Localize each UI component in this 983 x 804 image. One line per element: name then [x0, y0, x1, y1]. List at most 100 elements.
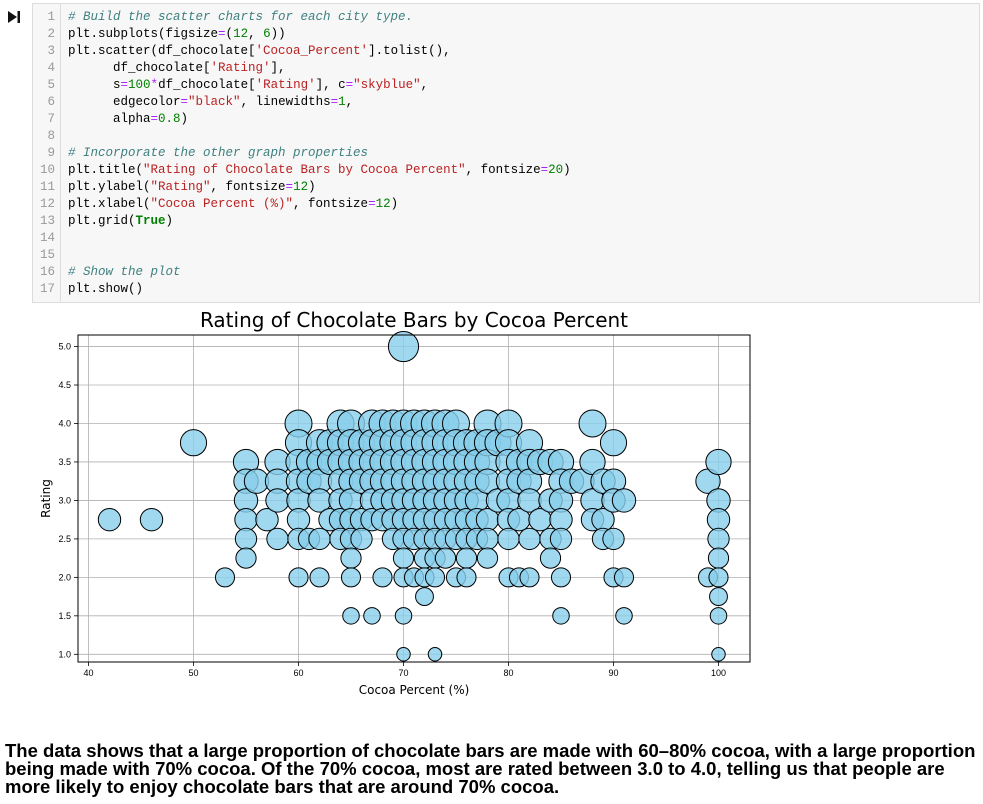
- data-point: [139, 507, 164, 532]
- code-text: plt.subplots(figsize=(12, 6)): [68, 27, 286, 41]
- code-text: # Show the plot: [68, 265, 181, 279]
- code-line: 3 plt.scatter(df_chocolate['Cocoa_Percent…: [33, 43, 979, 60]
- code-text: plt.show(): [68, 282, 144, 296]
- data-point: [179, 429, 208, 457]
- code-line: 13 plt.grid(True): [33, 213, 979, 230]
- data-point: [372, 567, 393, 588]
- code-line: 9 # Incorporate the other graph propertie…: [33, 145, 979, 162]
- y-tick-label: 2.5: [58, 534, 71, 544]
- y-tick-label: 1.5: [58, 611, 71, 621]
- x-tick-label: 60: [293, 668, 303, 678]
- data-point: [602, 527, 625, 551]
- line-number: 9: [47, 146, 55, 160]
- data-point: [578, 409, 607, 438]
- data-point: [497, 527, 520, 551]
- y-tick-label: 2.0: [58, 572, 71, 582]
- x-tick-label: 50: [188, 668, 198, 678]
- data-point: [599, 429, 628, 457]
- code-text: plt.scatter(df_chocolate['Cocoa_Percent'…: [68, 44, 451, 58]
- data-point: [476, 547, 499, 569]
- y-tick-label: 3.5: [58, 457, 71, 467]
- line-number: 15: [39, 248, 55, 262]
- data-point: [518, 527, 541, 551]
- data-point: [706, 507, 731, 532]
- x-tick-label: 70: [398, 668, 408, 678]
- data-point: [707, 527, 730, 551]
- data-point: [234, 507, 258, 532]
- code-text: edgecolor="black", linewidths=1,: [68, 95, 354, 109]
- chart-title: Rating of Chocolate Bars by Cocoa Percen…: [200, 308, 628, 332]
- data-point: [392, 547, 415, 569]
- data-point: [266, 527, 289, 551]
- data-point: [415, 587, 434, 607]
- data-point: [707, 547, 730, 569]
- data-point: [550, 567, 572, 588]
- data-point: [255, 507, 279, 532]
- code-cell[interactable]: 1 # Build the scatter charts for each cit…: [32, 3, 980, 303]
- code-text: df_chocolate['Rating'],: [68, 61, 286, 75]
- code-text: plt.ylabel("Rating", fontsize=12): [68, 180, 316, 194]
- data-point: [396, 647, 411, 662]
- data-point: [265, 488, 290, 513]
- line-number: 2: [47, 27, 55, 41]
- data-point: [708, 567, 729, 588]
- data-point: [456, 567, 477, 588]
- data-point: [552, 607, 570, 625]
- data-point: [519, 567, 540, 588]
- x-tick-label: 40: [83, 668, 93, 678]
- run-cell-icon[interactable]: [7, 10, 21, 24]
- data-point: [539, 547, 562, 569]
- code-line: 2 plt.subplots(figsize=(12, 6)): [33, 26, 979, 43]
- code-line: 5 s=100*df_chocolate['Rating'], c="skybl…: [33, 77, 979, 94]
- line-number: 5: [47, 78, 55, 92]
- line-number: 14: [39, 231, 55, 245]
- data-point: [394, 607, 413, 625]
- code-line: 15: [33, 247, 979, 264]
- data-point: [363, 607, 381, 625]
- x-axis-label: Cocoa Percent (%): [359, 683, 470, 697]
- code-text: plt.grid(True): [68, 214, 174, 228]
- line-number: 4: [47, 61, 55, 75]
- code-line: 4 df_chocolate['Rating'],: [33, 60, 979, 77]
- data-point: [340, 547, 362, 569]
- line-number: 16: [39, 265, 55, 279]
- scatter-chart: 40 50 60 70 80 90 100 1.0 1.5 2.0 2.5 3.0 3.5 4.0 4.5 5…: [39, 308, 751, 697]
- line-number: 3: [47, 44, 55, 58]
- y-tick-label: 1.0: [58, 649, 71, 659]
- code-line: 17 plt.show(): [33, 281, 979, 298]
- code-editor[interactable]: 1 # Build the scatter charts for each cit…: [33, 9, 979, 298]
- y-axis-label: Rating: [39, 479, 53, 518]
- line-number: 17: [39, 282, 55, 296]
- code-text: plt.title("Rating of Chocolate Bars by C…: [68, 163, 571, 177]
- code-line: 7 alpha=0.8): [33, 111, 979, 128]
- y-tick-label: 3.0: [58, 495, 71, 505]
- data-point: [342, 607, 360, 625]
- line-number: 11: [39, 180, 55, 194]
- data-point: [705, 448, 732, 476]
- line-number: 12: [39, 197, 55, 211]
- code-line: 8: [33, 128, 979, 145]
- data-point: [476, 527, 499, 551]
- code-line: 11 plt.ylabel("Rating", fontsize=12): [33, 179, 979, 196]
- x-tick-label: 100: [711, 668, 726, 678]
- y-tick-label: 5.0: [58, 342, 71, 352]
- data-point: [309, 567, 330, 588]
- code-text: # Build the scatter charts for each city…: [68, 10, 414, 24]
- data-point: [288, 567, 309, 588]
- data-point: [308, 527, 331, 551]
- data-point: [427, 647, 443, 662]
- data-point: [286, 507, 311, 532]
- data-point: [97, 507, 122, 532]
- x-tick-label: 80: [503, 668, 513, 678]
- data-point: [711, 647, 726, 662]
- line-number: 8: [47, 129, 55, 143]
- code-line: 12 plt.xlabel("Cocoa Percent (%)", fontsi…: [33, 196, 979, 213]
- code-line: 6 edgecolor="black", linewidths=1,: [33, 94, 979, 111]
- line-number: 7: [47, 112, 55, 126]
- data-point: [350, 527, 373, 551]
- data-point: [709, 607, 728, 625]
- code-line: 14: [33, 230, 979, 247]
- line-number: 1: [47, 10, 55, 24]
- line-number: 10: [39, 163, 55, 177]
- code-line: 1 # Build the scatter charts for each cit…: [33, 9, 979, 26]
